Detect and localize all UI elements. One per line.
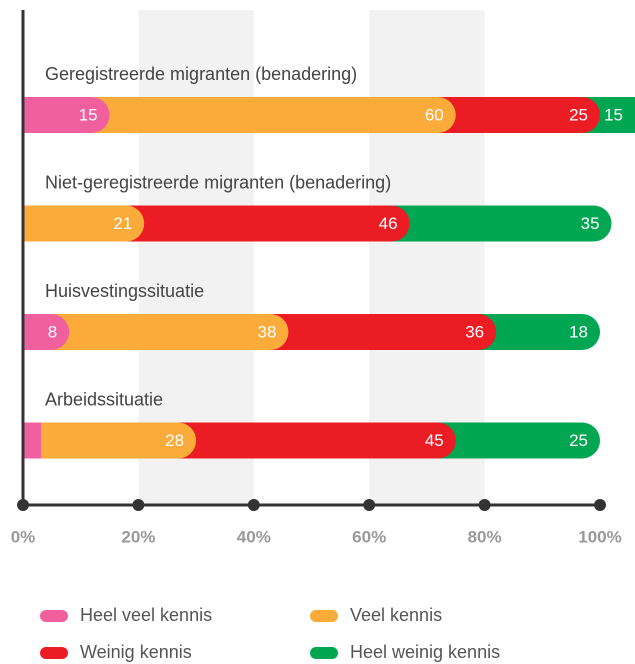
legend-label: Heel veel kennis — [80, 605, 212, 625]
value-label: 60 — [425, 105, 444, 124]
value-label: 25 — [569, 431, 588, 450]
value-label: 15 — [604, 105, 623, 124]
category-label: Geregistreerde migranten (benadering) — [45, 64, 357, 84]
x-tick-label: 60% — [352, 527, 386, 546]
legend-label: Heel weinig kennis — [350, 642, 500, 662]
legend-swatch — [310, 647, 338, 659]
tick-dot — [132, 499, 145, 511]
legend-swatch — [40, 647, 68, 659]
bar-left-edge — [23, 314, 41, 350]
category-label: Arbeidssituatie — [45, 389, 163, 409]
value-label: 28 — [165, 431, 184, 450]
x-tick-label: 100% — [578, 527, 621, 546]
value-label: 18 — [569, 322, 588, 341]
bar-segment — [23, 97, 110, 133]
tick-dot — [17, 499, 29, 511]
category-label: Niet-geregistreerde migranten (benaderin… — [45, 172, 391, 192]
x-tick-label: 80% — [468, 527, 502, 546]
tick-dot — [247, 499, 260, 511]
legend-swatch — [310, 610, 338, 622]
value-label: 35 — [581, 214, 600, 233]
bar-segment — [23, 205, 145, 242]
category-label: Huisvestingssituatie — [45, 281, 204, 301]
x-tick-label: 0% — [11, 527, 36, 546]
value-label: 38 — [257, 322, 276, 341]
value-label: 2 — [13, 431, 22, 450]
value-label: 25 — [569, 105, 588, 124]
legend-label: Weinig kennis — [80, 642, 192, 662]
value-label: 21 — [113, 214, 132, 233]
bar-segment — [23, 314, 289, 350]
value-label: 36 — [465, 322, 484, 341]
value-label: 45 — [425, 431, 444, 450]
legend-label: Veel kennis — [350, 605, 442, 625]
value-label: 46 — [379, 214, 398, 233]
value-label: 15 — [79, 105, 98, 124]
tick-dot — [594, 499, 606, 511]
value-label: 8 — [48, 322, 57, 341]
x-tick-label: 20% — [121, 527, 155, 546]
bar-left-edge — [23, 205, 41, 242]
tick-dot — [363, 499, 376, 511]
legend-swatch — [40, 610, 68, 622]
bar-segment — [23, 422, 197, 459]
bar-left-edge — [23, 97, 41, 133]
bar-segment — [23, 97, 456, 133]
tick-dot — [478, 499, 491, 511]
bar-left-edge — [23, 422, 41, 459]
x-tick-label: 40% — [237, 527, 271, 546]
